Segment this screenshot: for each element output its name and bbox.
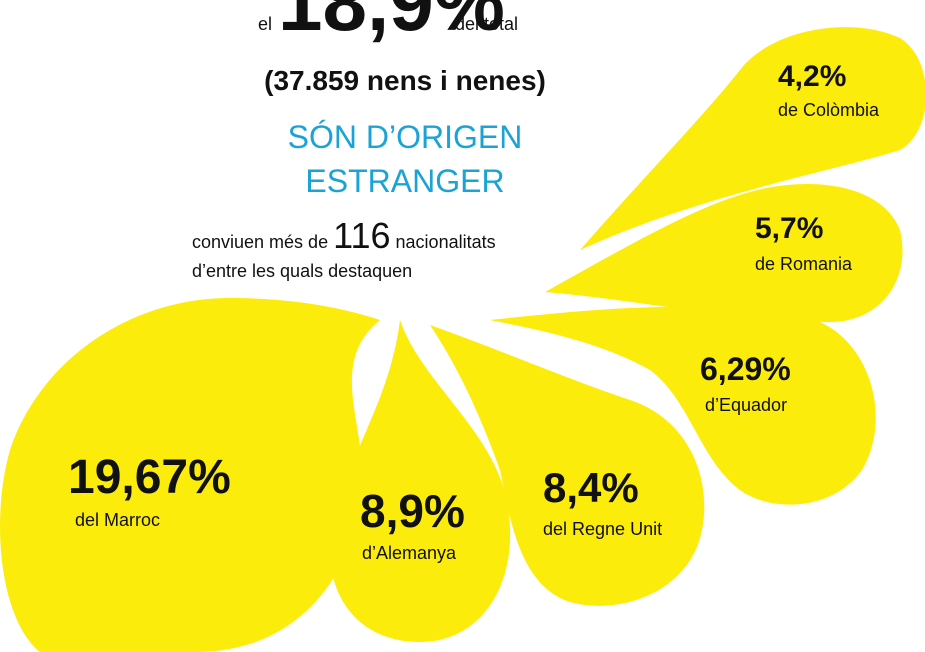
petal-label: del Marroc [75, 510, 160, 530]
petal [580, 27, 925, 250]
petal-label: d’Alemanya [362, 543, 457, 563]
petal-value: 8,4% [543, 464, 639, 511]
intro: conviuen més de 116 nacionalitats [192, 215, 496, 256]
intro-post: nacionalitats [396, 232, 496, 252]
header-count: (37.859 nens i nenes) [264, 65, 546, 96]
petal-label: d’Equador [705, 395, 787, 415]
petal-value: 4,2% [778, 60, 846, 93]
header-pre: el [258, 14, 272, 34]
nationalities: 116 [333, 215, 390, 256]
petal [545, 184, 903, 322]
petal-label: del Regne Unit [543, 519, 662, 539]
petal-value: 19,67% [68, 451, 231, 504]
headline: SÓN D’ORIGEN [288, 119, 523, 155]
petal-label: de Romania [755, 254, 853, 274]
petals [0, 27, 925, 652]
petal [430, 325, 705, 606]
header-post: del total [455, 14, 518, 34]
headline: ESTRANGER [305, 163, 504, 199]
header-percent: 18,9% [278, 0, 505, 47]
petal-value: 5,7% [755, 212, 823, 245]
intro-pre: conviuen més de [192, 232, 328, 252]
petal-value: 8,9% [360, 485, 465, 537]
petal [490, 306, 876, 505]
petal [329, 320, 511, 642]
petal-label: de Colòmbia [778, 100, 880, 120]
petal [0, 298, 380, 652]
intro-line: d’entre les quals destaquen [192, 261, 412, 281]
petal-value: 6,29% [700, 351, 791, 387]
